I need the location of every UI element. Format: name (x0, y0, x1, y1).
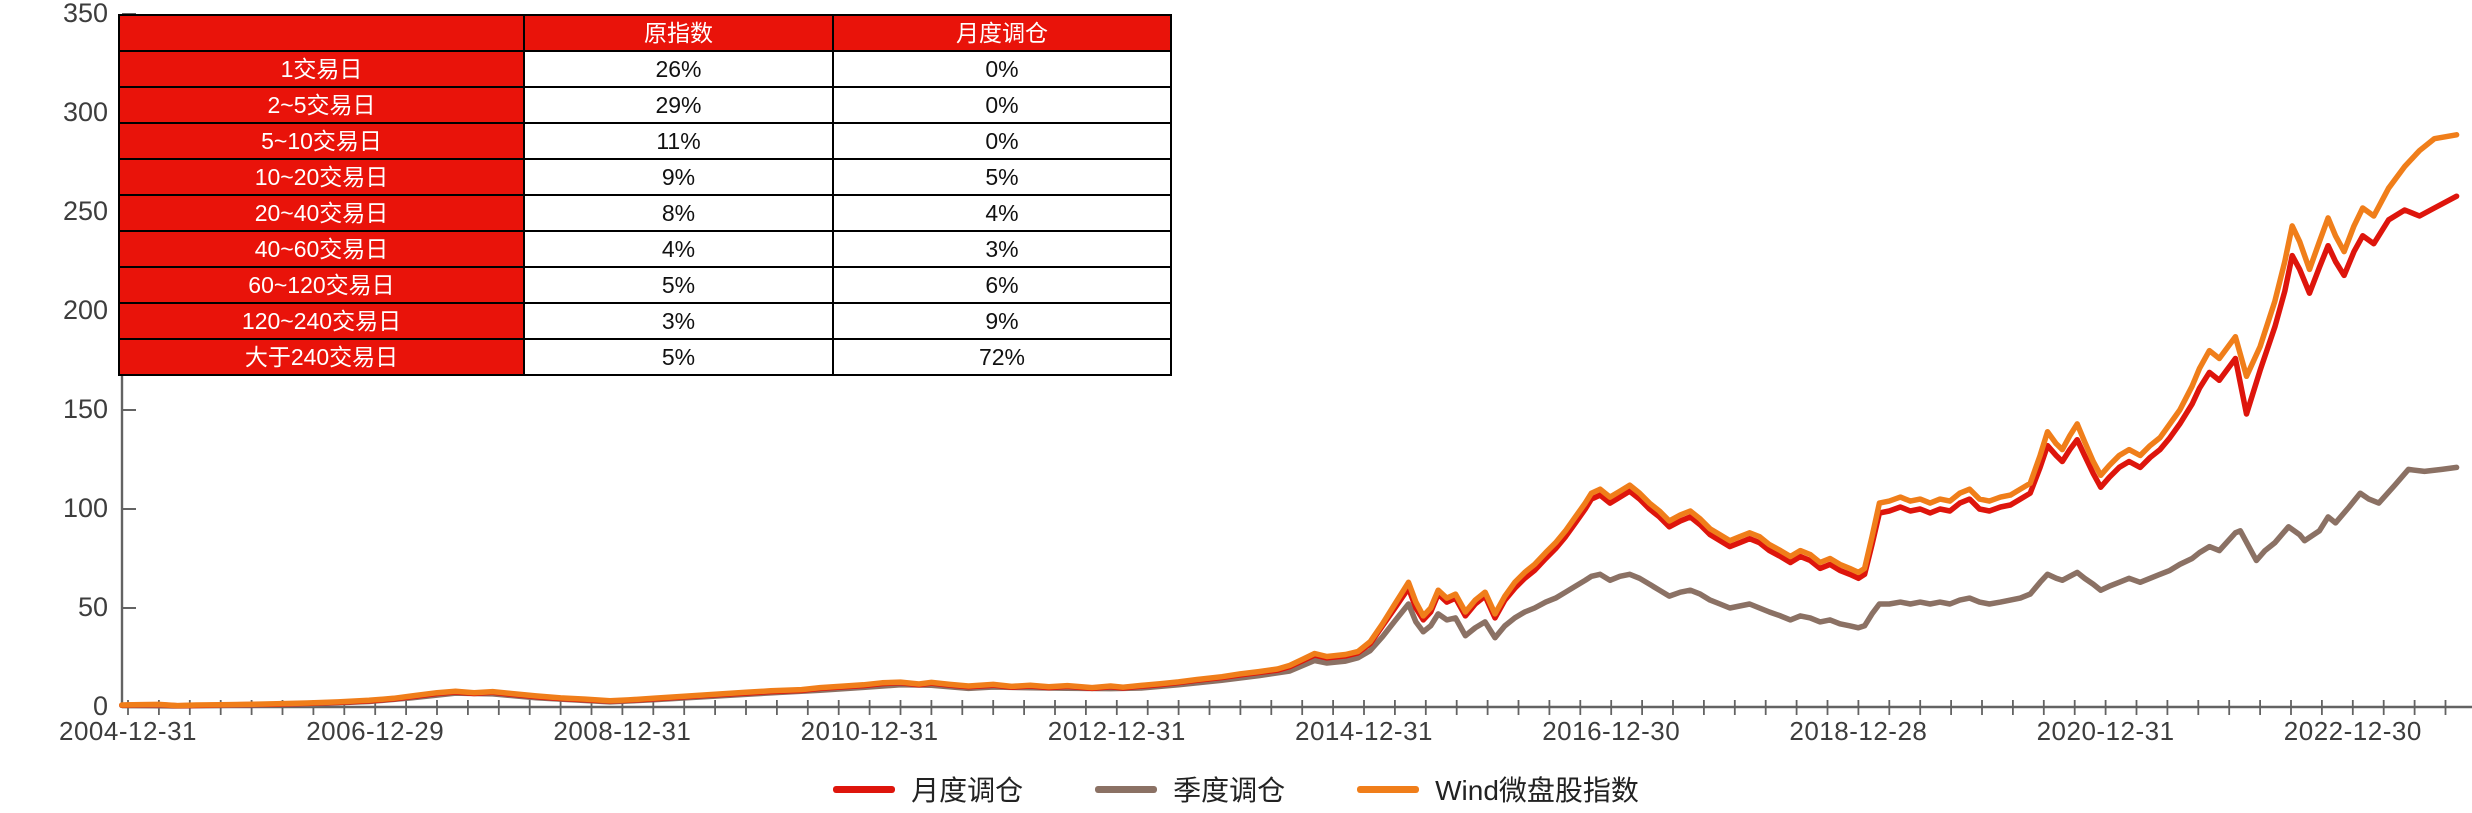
series-line-quarterly (119, 464, 2460, 709)
series-line-wind-index (119, 132, 2460, 709)
table-header-monthly: 月度调仓 (832, 14, 1172, 52)
row-label: 5~10交易日 (118, 122, 525, 160)
table-header-row: 原指数 月度调仓 (118, 14, 1172, 52)
table-header-orig-index: 原指数 (523, 14, 834, 52)
row-label: 10~20交易日 (118, 158, 525, 196)
legend-item-quarterly: 季度调仓 (1095, 769, 1285, 809)
orig-index-value: 9% (523, 158, 834, 196)
row-label: 120~240交易日 (118, 302, 525, 340)
orig-index-value: 11% (523, 122, 834, 160)
row-label: 60~120交易日 (118, 266, 525, 304)
table-row: 5~10交易日 11% 0% (118, 122, 1172, 160)
monthly-value: 6% (832, 266, 1172, 304)
y-axis-label: 50 (77, 592, 108, 622)
orig-index-value: 5% (523, 266, 834, 304)
x-axis-label: 2006-12-29 (306, 716, 445, 746)
orig-index-value: 26% (523, 50, 834, 88)
row-label: 20~40交易日 (118, 194, 525, 232)
row-label: 2~5交易日 (118, 86, 525, 124)
y-axis-label: 300 (62, 97, 108, 127)
monthly-value: 9% (832, 302, 1172, 340)
monthly-value: 5% (832, 158, 1172, 196)
chart-legend: 月度调仓 季度调仓 Wind微盘股指数 (0, 769, 2472, 809)
legend-item-monthly: 月度调仓 (833, 769, 1023, 809)
row-label: 大于240交易日 (118, 338, 525, 376)
table-row: 2~5交易日 29% 0% (118, 86, 1172, 124)
x-axis-label: 2012-12-31 (1047, 716, 1186, 746)
x-axis-label: 2016-12-30 (1542, 716, 1681, 746)
table-row: 1交易日 26% 0% (118, 50, 1172, 88)
monthly-value: 4% (832, 194, 1172, 232)
legend-label-monthly: 月度调仓 (911, 775, 1024, 806)
y-axis-label: 250 (62, 196, 108, 226)
orig-index-value: 4% (523, 230, 834, 268)
x-axis-label: 2020-12-31 (2036, 716, 2175, 746)
row-label: 40~60交易日 (118, 230, 525, 268)
table-row: 40~60交易日 4% 3% (118, 230, 1172, 268)
monthly-value: 72% (832, 338, 1172, 376)
orig-index-value: 3% (523, 302, 834, 340)
legend-swatch-monthly (833, 785, 896, 793)
orig-index-value: 29% (523, 86, 834, 124)
orig-index-value: 8% (523, 194, 834, 232)
x-axis-label: 2010-12-31 (800, 716, 939, 746)
y-axis-label: 150 (62, 394, 108, 424)
y-axis-label: 200 (62, 295, 108, 325)
monthly-value: 0% (832, 86, 1172, 124)
monthly-value: 0% (832, 50, 1172, 88)
table-row: 60~120交易日 5% 6% (118, 266, 1172, 304)
row-label: 1交易日 (118, 50, 525, 88)
table-row: 10~20交易日 9% 5% (118, 158, 1172, 196)
x-axis-label: 2004-12-31 (59, 716, 197, 746)
rebalance-table: 原指数 月度调仓 1交易日 26% 0% 2~5交易日 29% 0% 5~10交… (118, 14, 1172, 376)
x-axis-label: 2014-12-31 (1295, 716, 1433, 746)
legend-item-wind-index: Wind微盘股指数 (1357, 769, 1639, 809)
monthly-value: 0% (832, 122, 1172, 160)
legend-swatch-wind-index (1357, 785, 1420, 793)
table-header-blank (118, 14, 525, 52)
x-axis-label: 2022-12-30 (2283, 716, 2422, 746)
x-axis-label: 2008-12-31 (553, 716, 692, 746)
monthly-value: 3% (832, 230, 1172, 268)
legend-swatch-quarterly (1095, 785, 1158, 793)
y-axis-label: 0 (92, 691, 108, 721)
legend-label-quarterly: 季度调仓 (1173, 775, 1286, 806)
table-row: 20~40交易日 8% 4% (118, 194, 1172, 232)
y-axis-label: 100 (62, 493, 108, 523)
legend-label-wind-index: Wind微盘股指数 (1435, 775, 1639, 806)
y-axis-label: 350 (62, 0, 108, 28)
x-axis-label: 2018-12-28 (1789, 716, 1928, 746)
table-row: 120~240交易日 3% 9% (118, 302, 1172, 340)
orig-index-value: 5% (523, 338, 834, 376)
table-row: 大于240交易日 5% 72% (118, 338, 1172, 376)
